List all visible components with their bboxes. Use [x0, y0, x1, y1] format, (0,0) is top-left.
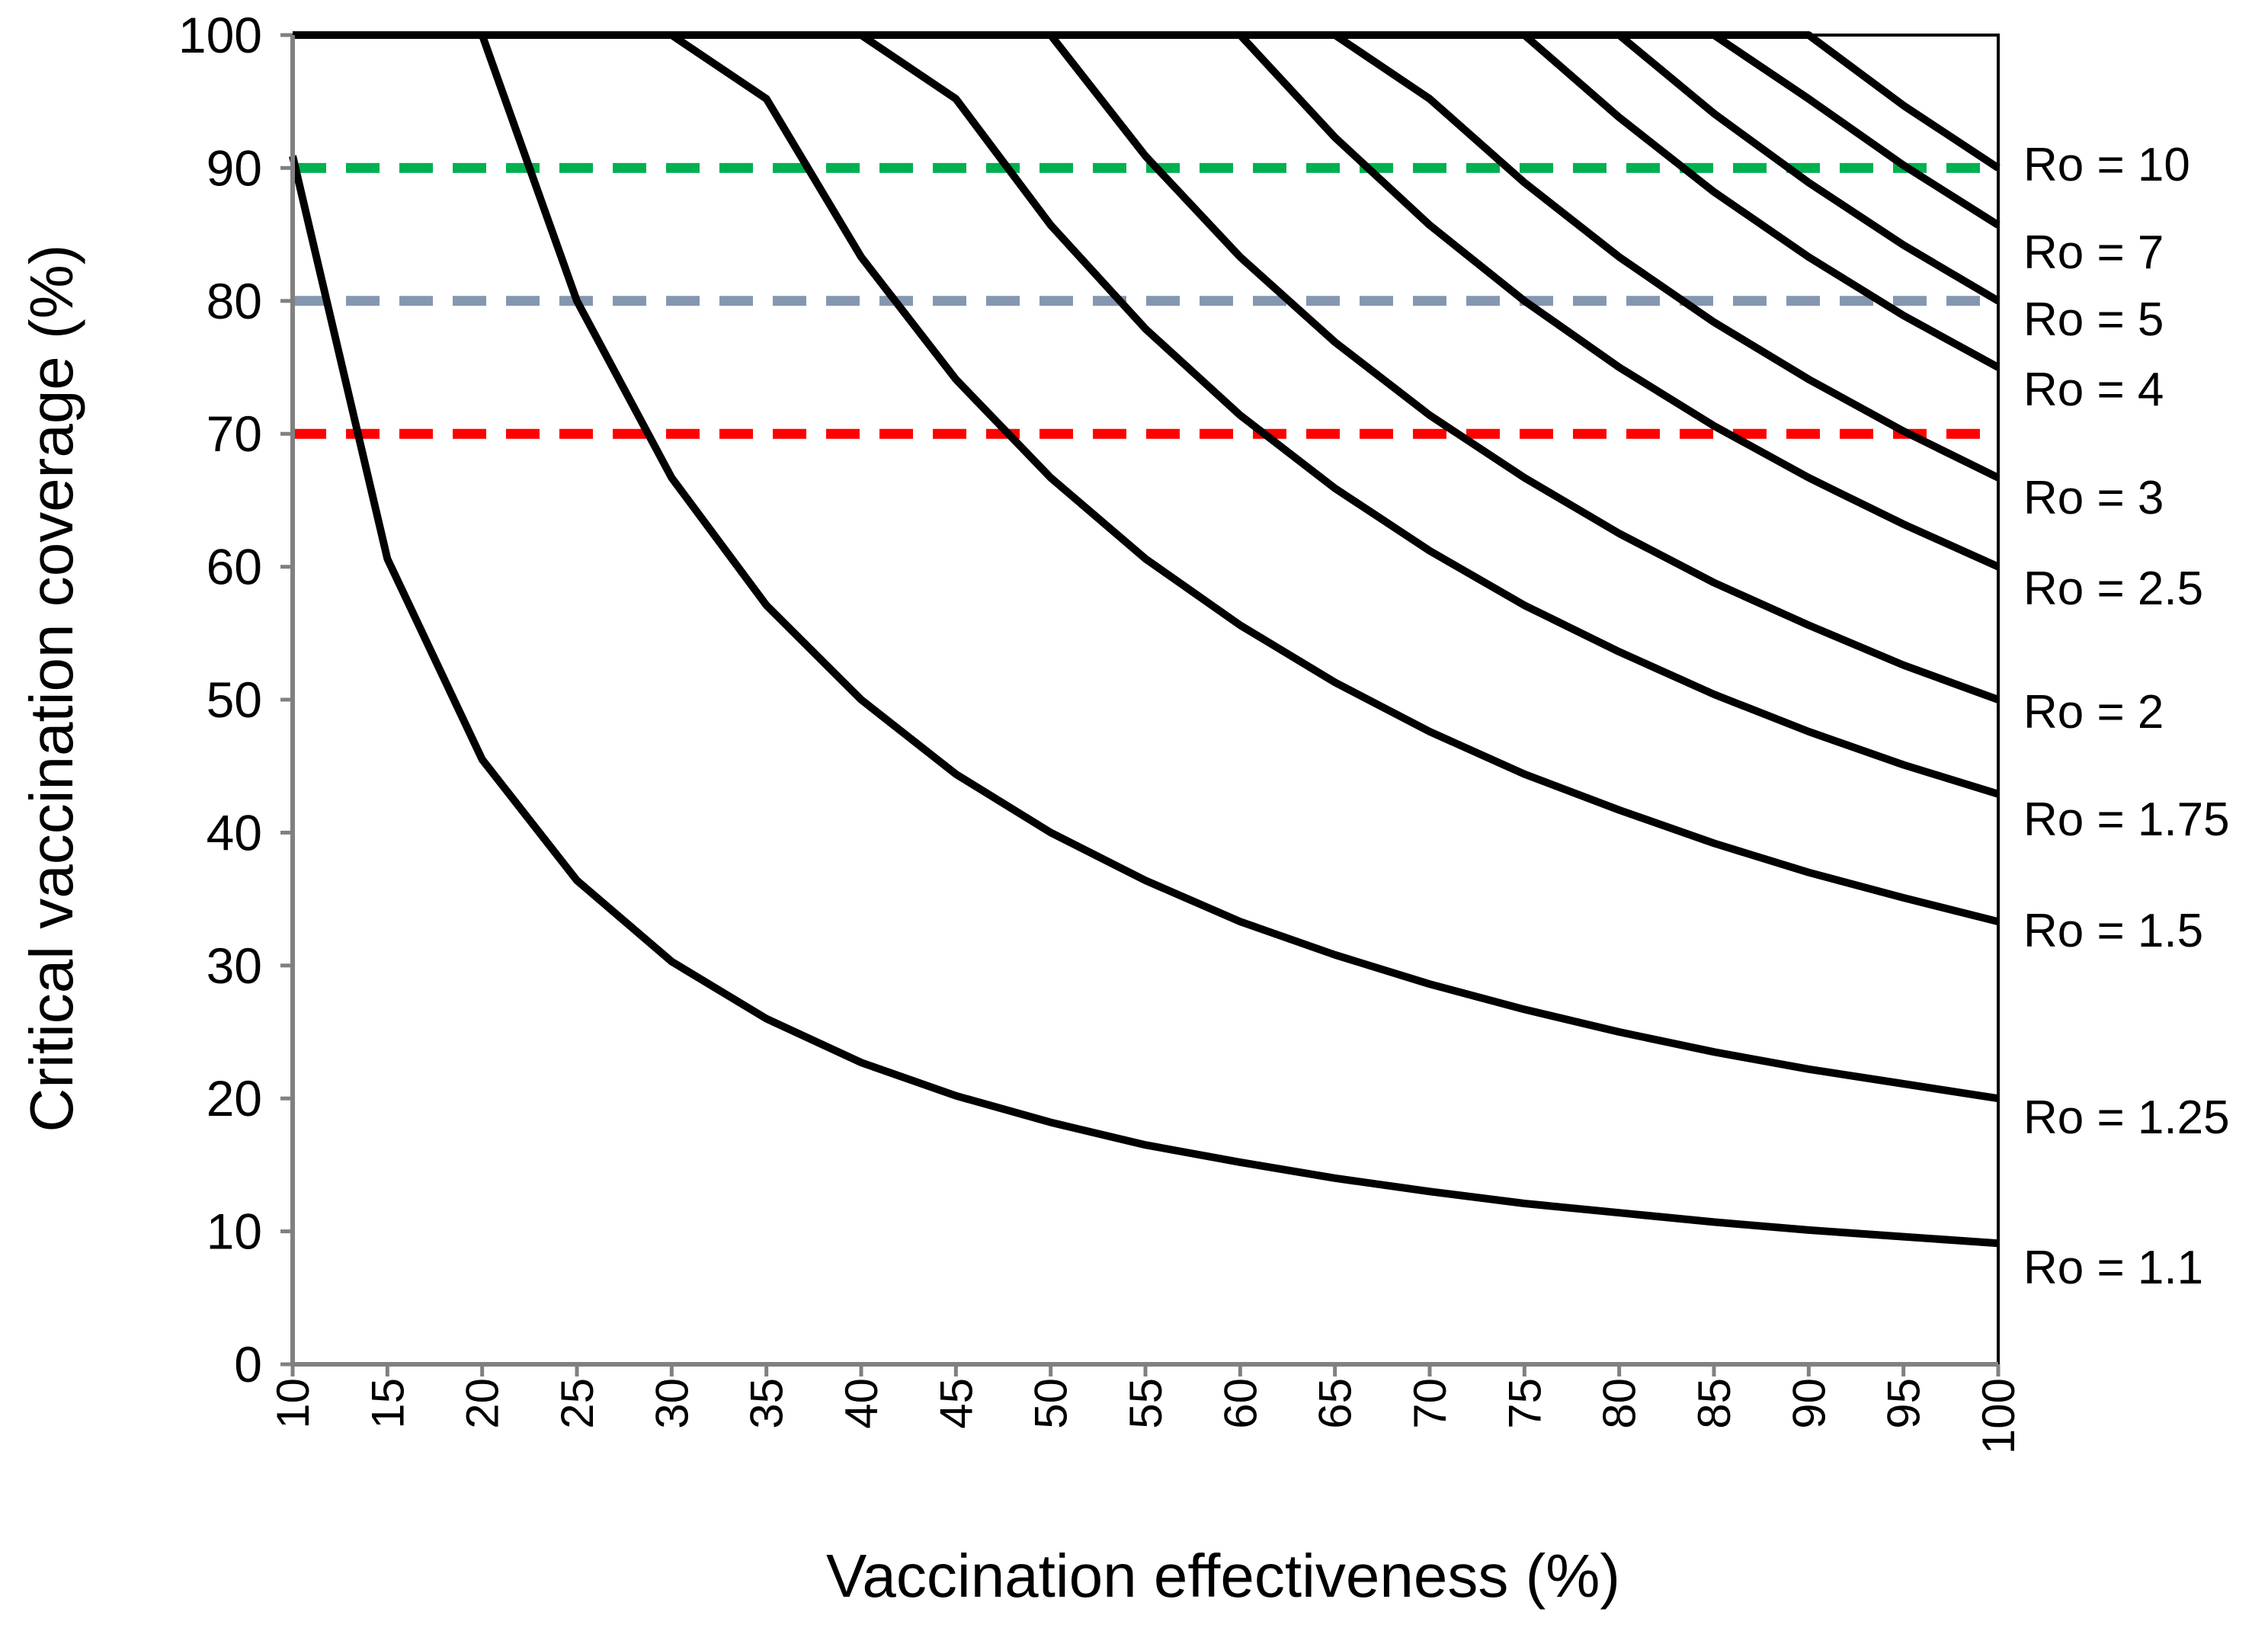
series-line-10 — [293, 31, 2001, 171]
series-label-7: Ro = 7 — [2023, 226, 2164, 279]
y-tick-label: 90 — [207, 139, 262, 196]
x-tick-label: 10 — [267, 1378, 319, 1429]
y-tick-label: 20 — [207, 1070, 262, 1126]
series-label-1-1: Ro = 1.1 — [2023, 1242, 2203, 1294]
series-labels: Ro = 1.1 Ro = 1.25 Ro = 1.5 Ro = 1.75 Ro = 2… — [2023, 139, 2230, 1294]
x-tick-label: 85 — [1689, 1378, 1740, 1429]
plot-area — [291, 34, 2000, 1366]
series-label-2: Ro = 2 — [2023, 686, 2164, 739]
x-tick-label: 40 — [836, 1378, 887, 1429]
series-label-1-25: Ro = 1.25 — [2023, 1091, 2230, 1144]
x-tick-label: 25 — [552, 1378, 603, 1429]
y-tick-label: 10 — [207, 1203, 262, 1260]
x-tick-label: 50 — [1026, 1378, 1077, 1429]
series-label-10: Ro = 10 — [2023, 139, 2190, 191]
y-tick-label: 0 — [234, 1336, 262, 1392]
series-label-3: Ro = 3 — [2023, 472, 2164, 524]
series-lines — [289, 31, 2001, 1248]
x-tick-label: 15 — [362, 1378, 413, 1429]
series-label-5: Ro = 5 — [2023, 293, 2164, 346]
x-tick-label: 60 — [1215, 1378, 1266, 1429]
y-tick-label: 50 — [207, 671, 262, 728]
x-tick-label: 95 — [1879, 1378, 1930, 1429]
x-tick-label: 90 — [1783, 1378, 1834, 1429]
series-label-1-75: Ro = 1.75 — [2023, 793, 2230, 846]
x-tick-label: 45 — [931, 1378, 982, 1429]
y-tick-label: 70 — [207, 405, 262, 462]
y-tick-label: 80 — [207, 273, 262, 329]
x-tick-label: 20 — [457, 1378, 508, 1429]
x-tick-label: 65 — [1310, 1378, 1361, 1429]
x-tick-label: 100 — [1973, 1378, 2024, 1454]
y-tick-label: 100 — [178, 7, 262, 63]
series-line-1-25 — [293, 31, 1999, 1103]
x-tick-label: 35 — [742, 1378, 793, 1429]
y-tick-label: 40 — [207, 804, 262, 860]
x-tick-label: 55 — [1120, 1378, 1171, 1429]
x-tick-label: 70 — [1405, 1378, 1456, 1429]
y-axis-title: Critical vaccination coverage (%) — [18, 245, 85, 1133]
x-tick-label: 75 — [1499, 1378, 1550, 1429]
plot-frame — [291, 34, 2000, 1366]
x-axis-title: Vaccination effectiveness (%) — [826, 1542, 1620, 1610]
y-tick-label: 30 — [207, 937, 262, 994]
series-line-1-1 — [289, 155, 1999, 1248]
x-tick-label: 80 — [1594, 1378, 1645, 1429]
series-label-2-5: Ro = 2.5 — [2023, 562, 2203, 615]
series-label-1-5: Ro = 1.5 — [2023, 905, 2203, 957]
x-tick-label: 30 — [646, 1378, 697, 1429]
y-tick-label: 60 — [207, 539, 262, 595]
series-label-4: Ro = 4 — [2023, 364, 2164, 416]
